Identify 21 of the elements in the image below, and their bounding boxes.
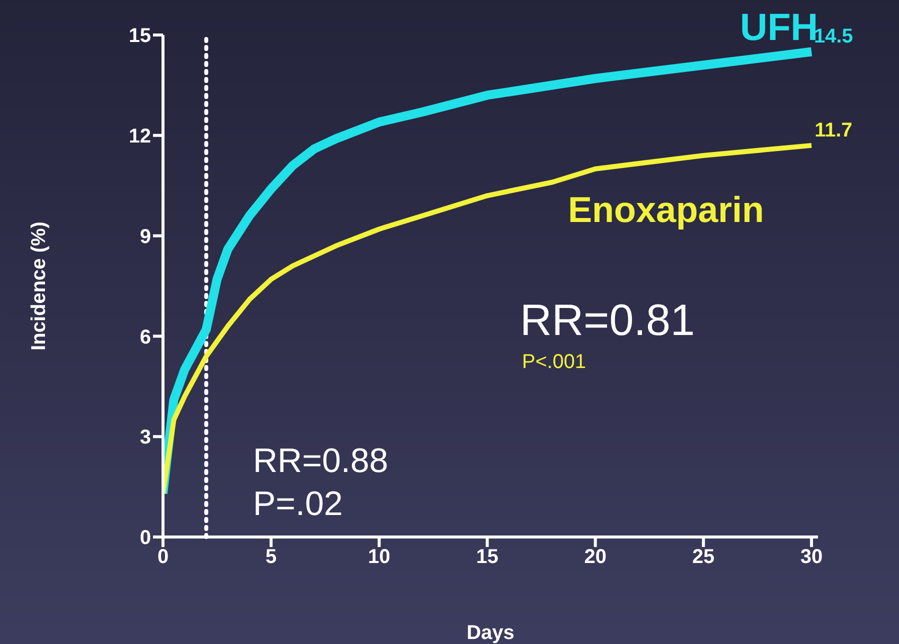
annotation: 11.7 (814, 119, 852, 142)
x-tick-label: 10 (368, 546, 390, 568)
y-tick-label: 3 (140, 426, 151, 449)
annotation: P=.02 (253, 485, 343, 523)
x-axis-title: Days (466, 622, 514, 644)
x-tick-label: 30 (800, 546, 823, 568)
y-tick-label: 9 (140, 226, 151, 248)
annotation: P<.001 (522, 351, 586, 373)
series-label: Enoxaparin (568, 189, 764, 230)
annotation: RR=0.88 (253, 442, 388, 480)
y-tick-label: 6 (140, 326, 151, 348)
x-tick-label: 0 (157, 546, 169, 568)
y-axis-title: Incidence (%) (28, 222, 50, 350)
x-tick-label: 20 (584, 546, 606, 568)
y-tick-label: 15 (128, 25, 151, 48)
annotation: RR=0.81 (520, 296, 695, 345)
y-tick-label: 0 (140, 527, 151, 550)
x-tick-label: 5 (266, 546, 277, 568)
y-tick-label: 12 (128, 126, 151, 148)
x-tick-label: 25 (692, 546, 715, 568)
x-tick-label: 15 (476, 546, 498, 568)
